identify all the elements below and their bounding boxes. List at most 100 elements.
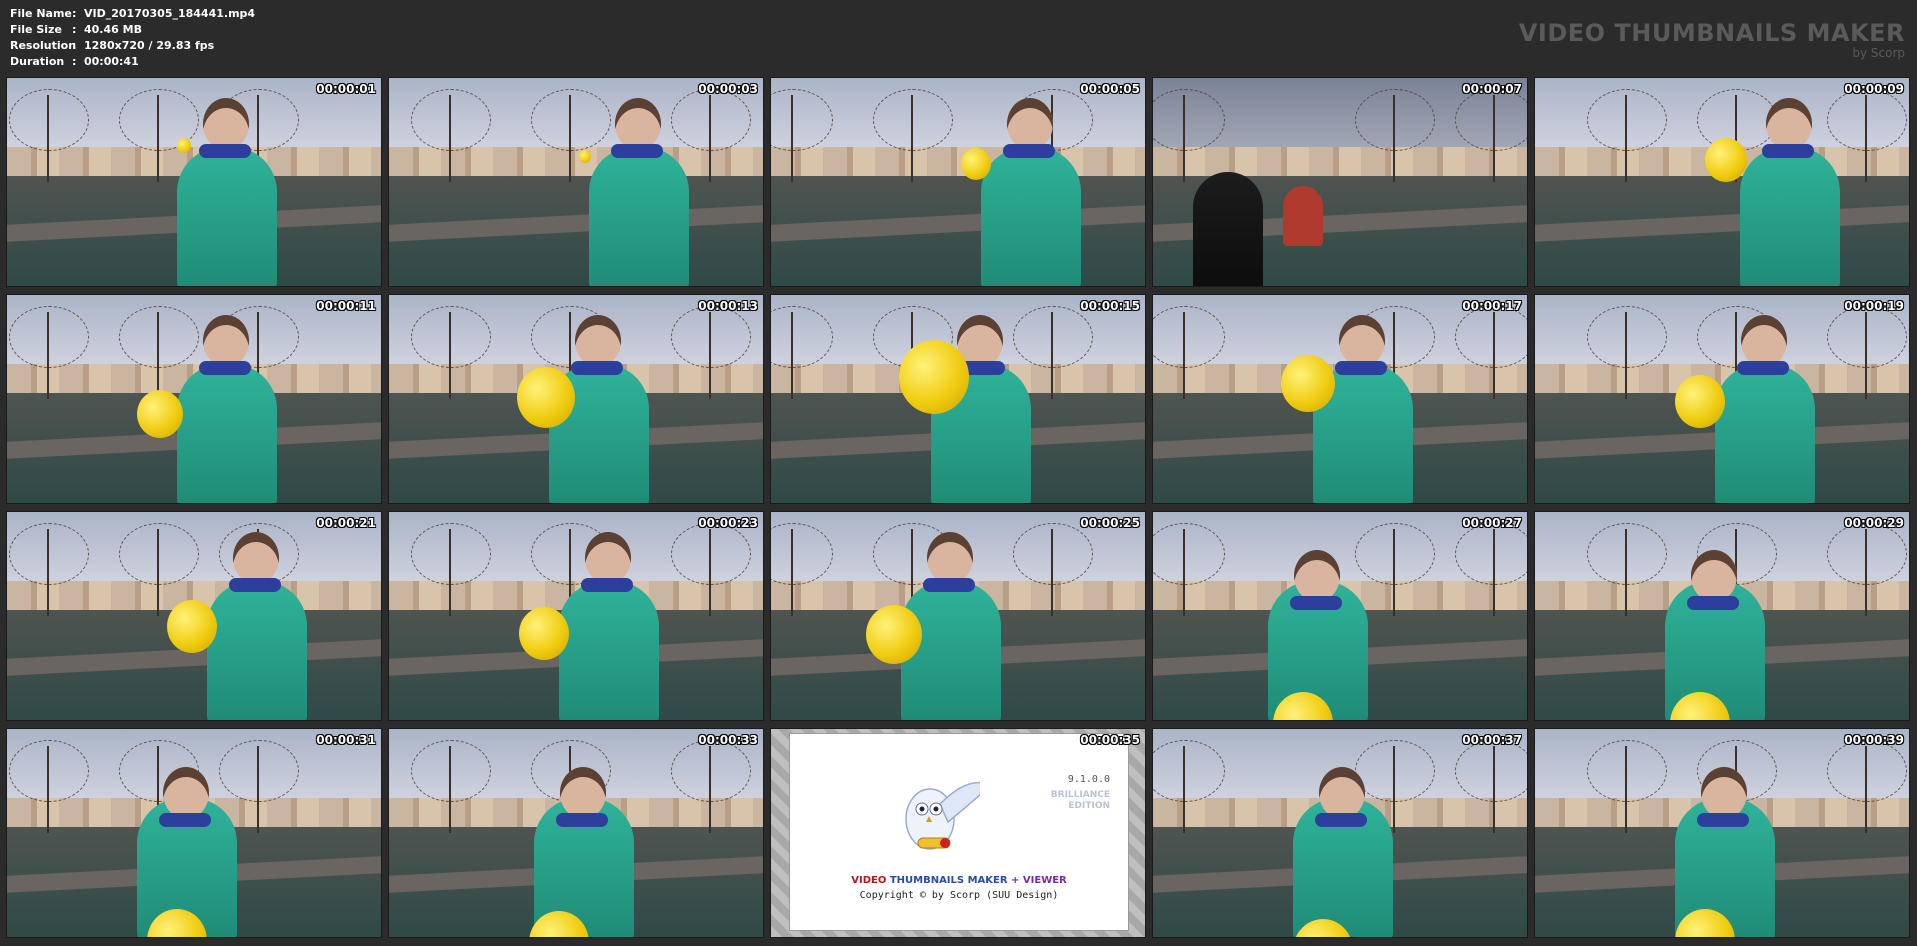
blue-scarf xyxy=(1315,813,1367,827)
info-row-duration: Duration : 00:00:41 xyxy=(10,54,255,70)
woman-head xyxy=(1701,767,1747,819)
video-thumbnail: 00:00:21 xyxy=(6,511,382,721)
tree-silhouette xyxy=(1153,88,1225,182)
info-separator: : xyxy=(72,55,77,68)
tree-silhouette xyxy=(411,305,491,399)
thumbnail-timestamp: 00:00:35 xyxy=(1080,733,1140,747)
splash-title: VIDEO THUMBNAILS MAKER + VIEWER xyxy=(790,875,1128,886)
info-row-resolution: Resolution : 1280x720 / 29.83 fps xyxy=(10,38,255,54)
yellow-balloon xyxy=(1281,355,1335,412)
woman-head xyxy=(1319,767,1365,819)
woman-in-green-jacket xyxy=(177,147,277,286)
thumbnail-timestamp: 00:00:27 xyxy=(1462,516,1522,530)
woman-head xyxy=(1007,98,1053,150)
tree-silhouette xyxy=(1455,522,1527,616)
tree-silhouette xyxy=(119,305,199,399)
woman-in-green-jacket xyxy=(1715,364,1815,503)
woman-head xyxy=(1294,550,1340,602)
splash-version: 9.1.0.0 xyxy=(1067,774,1110,785)
info-row-file-size: File Size : 40.46 MB xyxy=(10,22,255,38)
yellow-balloon xyxy=(1293,919,1353,937)
info-value: 40.46 MB xyxy=(84,23,142,36)
video-thumbnail: 00:00:39 xyxy=(1534,728,1910,938)
thumbnail-timestamp: 00:00:07 xyxy=(1462,82,1522,96)
blue-scarf xyxy=(1335,361,1387,375)
blue-scarf xyxy=(199,144,251,158)
tree-silhouette xyxy=(1455,88,1527,182)
thumbnail-timestamp: 00:00:37 xyxy=(1462,733,1522,747)
tree-silhouette xyxy=(671,88,751,182)
thumbnail-timestamp: 00:00:39 xyxy=(1844,733,1904,747)
video-thumbnail: 00:00:01 xyxy=(6,77,382,287)
thumbnail-timestamp: 00:00:15 xyxy=(1080,299,1140,313)
tree-silhouette xyxy=(1455,305,1527,399)
tree-silhouette xyxy=(119,88,199,182)
blue-scarf xyxy=(581,578,633,592)
woman-head xyxy=(203,98,249,150)
apartment-buildings xyxy=(1153,146,1527,176)
thumbnail-timestamp: 00:00:21 xyxy=(316,516,376,530)
video-thumbnail: 00:00:15 xyxy=(770,294,1146,504)
splash-title-part: THUMBNAILS MAKER xyxy=(889,875,1008,886)
thumbnail-timestamp: 00:00:19 xyxy=(1844,299,1904,313)
woman-in-green-jacket xyxy=(589,147,689,286)
woman-head xyxy=(575,315,621,367)
info-label: File Name xyxy=(10,7,72,20)
tree-silhouette xyxy=(1355,739,1435,833)
thumbnail-timestamp: 00:00:31 xyxy=(316,733,376,747)
thumbnail-timestamp: 00:00:11 xyxy=(316,299,376,313)
tree-silhouette xyxy=(411,739,491,833)
thumbnail-grid: 00:00:01 00:00:03 00:00:05 xyxy=(6,77,1910,941)
blue-scarf xyxy=(611,144,663,158)
tree-silhouette xyxy=(1587,522,1667,616)
video-thumbnail: 00:00:27 xyxy=(1152,511,1528,721)
blue-scarf xyxy=(1697,813,1749,827)
woman-head xyxy=(585,532,631,584)
tree-silhouette xyxy=(219,739,299,833)
tree-silhouette xyxy=(9,88,89,182)
thumbnail-timestamp: 00:00:17 xyxy=(1462,299,1522,313)
woman-in-green-jacket xyxy=(981,147,1081,286)
tree-silhouette xyxy=(1827,305,1907,399)
tree-silhouette xyxy=(1013,522,1093,616)
tree-silhouette xyxy=(1153,305,1225,399)
woman-in-green-jacket xyxy=(1740,147,1840,286)
brand-subtitle: by Scorp xyxy=(1852,46,1905,60)
yellow-balloon xyxy=(961,148,991,180)
woman-head xyxy=(1691,550,1737,602)
video-thumbnail: 9.1.0.0 BRILLIANCE EDITION VIDEO THUMBNA… xyxy=(770,728,1146,938)
tree-silhouette xyxy=(1355,88,1435,182)
blue-scarf xyxy=(556,813,608,827)
blue-scarf xyxy=(1290,596,1342,610)
owl-logo-icon xyxy=(905,781,980,850)
apartment-buildings xyxy=(389,146,763,176)
blue-scarf xyxy=(1003,144,1055,158)
blue-scarf xyxy=(1762,144,1814,158)
woman-in-green-jacket xyxy=(177,364,277,503)
splash-screen: 9.1.0.0 BRILLIANCE EDITION VIDEO THUMBNA… xyxy=(789,733,1129,931)
video-thumbnail: 00:00:29 xyxy=(1534,511,1910,721)
tree-silhouette xyxy=(1827,739,1907,833)
video-thumbnail: 00:00:17 xyxy=(1152,294,1528,504)
blue-scarf xyxy=(923,578,975,592)
person-silhouette xyxy=(1193,172,1263,286)
tree-silhouette xyxy=(671,739,751,833)
tree-silhouette xyxy=(1827,88,1907,182)
playground-structure xyxy=(1283,186,1323,246)
tree-silhouette xyxy=(771,305,833,399)
video-thumbnail: 00:00:19 xyxy=(1534,294,1910,504)
yellow-balloon xyxy=(167,600,217,653)
info-label: Resolution xyxy=(10,39,77,52)
yellow-balloon xyxy=(177,138,191,153)
video-thumbnail: 00:00:23 xyxy=(388,511,764,721)
yellow-balloon xyxy=(1705,138,1747,182)
tree-silhouette xyxy=(531,88,611,182)
thumbnail-timestamp: 00:00:25 xyxy=(1080,516,1140,530)
video-thumbnail: 00:00:33 xyxy=(388,728,764,938)
thumbnail-timestamp: 00:00:29 xyxy=(1844,516,1904,530)
tree-silhouette xyxy=(411,522,491,616)
info-value: VID_20170305_184441.mp4 xyxy=(84,7,256,20)
tree-silhouette xyxy=(771,522,833,616)
splash-title-part: VIDEO xyxy=(851,875,890,886)
info-separator: : xyxy=(72,39,77,52)
